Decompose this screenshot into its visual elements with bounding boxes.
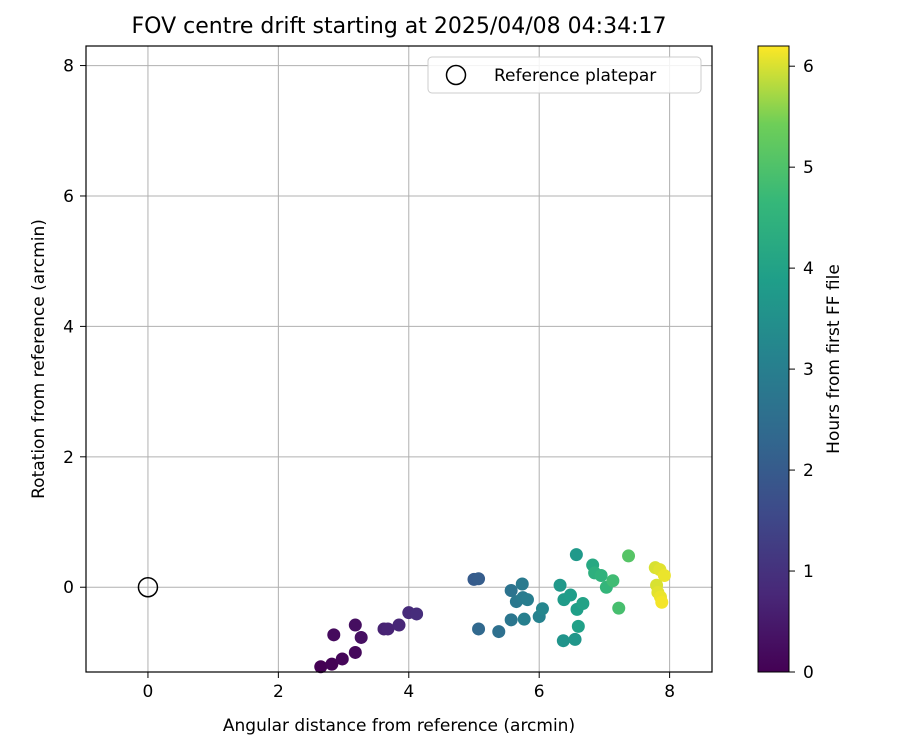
data-point: [569, 548, 583, 562]
colorbar-ticks: 0 1 2 3 4 5 6: [789, 57, 814, 683]
data-point: [556, 634, 570, 648]
data-point: [535, 602, 549, 616]
reference-marker-group: [137, 576, 159, 598]
reference-platepar-marker: [137, 576, 159, 598]
data-point: [410, 607, 424, 621]
y-tick-label: 0: [63, 578, 74, 598]
x-axis-ticks: 0 2 4 6 8: [143, 672, 675, 702]
colorbar-tick-label: 3: [803, 360, 814, 380]
y-tick-label: 8: [63, 57, 74, 77]
y-axis-ticks: 0 2 4 6 8: [63, 57, 86, 598]
legend: Reference platepar: [427, 56, 702, 94]
x-tick-label: 6: [534, 682, 545, 702]
plot-area: 0 2 4 6 8 0 2 4 6 8: [63, 45, 713, 702]
chart-title: FOV centre drift starting at 2025/04/08 …: [132, 14, 667, 39]
data-point: [553, 578, 567, 592]
x-tick-label: 0: [143, 682, 154, 702]
legend-entry-label: Reference platepar: [494, 66, 656, 86]
y-tick-label: 2: [63, 448, 74, 468]
data-points: [314, 548, 671, 674]
colorbar: 0 1 2 3 4 5 6 Hours from first FF file: [757, 45, 844, 683]
data-point: [520, 593, 534, 607]
colorbar-tick-label: 6: [803, 57, 814, 77]
colorbar-gradient: [757, 45, 790, 673]
data-point: [504, 613, 518, 627]
data-point: [314, 660, 328, 674]
data-point: [517, 612, 531, 626]
x-tick-label: 4: [403, 682, 414, 702]
data-point: [563, 588, 577, 602]
legend-marker-circle-icon: [445, 64, 467, 86]
y-tick-label: 6: [63, 187, 74, 207]
data-point: [354, 630, 368, 644]
data-point: [327, 628, 341, 642]
data-point: [606, 574, 620, 588]
data-point: [515, 577, 529, 591]
data-point: [657, 568, 671, 582]
data-point: [622, 549, 636, 563]
data-point: [392, 618, 406, 632]
data-point: [576, 597, 590, 611]
data-point: [655, 595, 669, 609]
data-point: [492, 625, 506, 639]
data-point: [571, 619, 585, 633]
colorbar-tick-label: 0: [803, 663, 814, 683]
data-point: [472, 572, 486, 586]
data-point: [348, 618, 362, 632]
colorbar-tick-label: 4: [803, 259, 814, 279]
x-axis-label: Angular distance from reference (arcmin): [223, 716, 575, 736]
colorbar-tick-label: 1: [803, 562, 814, 582]
data-point: [348, 645, 362, 659]
colorbar-tick-label: 2: [803, 461, 814, 481]
data-point: [472, 622, 486, 636]
data-point: [612, 601, 626, 615]
axes-frame: [85, 45, 713, 673]
colorbar-tick-label: 5: [803, 158, 814, 178]
y-axis-label: Rotation from reference (arcmin): [29, 219, 49, 499]
data-point: [594, 568, 608, 582]
data-point: [568, 632, 582, 646]
legend-box: [427, 56, 702, 94]
y-tick-label: 4: [63, 317, 74, 337]
data-point: [381, 622, 395, 636]
x-tick-label: 2: [273, 682, 284, 702]
data-point: [325, 657, 339, 671]
colorbar-label: Hours from first FF file: [824, 264, 844, 454]
data-point: [504, 583, 518, 597]
x-tick-label: 8: [664, 682, 675, 702]
data-point: [335, 652, 349, 666]
